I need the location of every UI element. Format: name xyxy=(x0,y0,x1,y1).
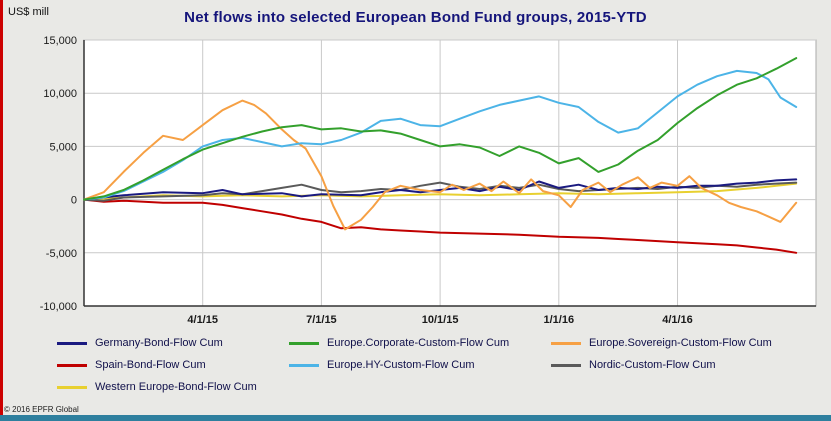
legend-swatch xyxy=(57,385,87,389)
legend-item: Nordic-Custom-Flow Cum xyxy=(551,359,772,371)
legend-swatch xyxy=(57,363,87,367)
legend-label: Germany-Bond-Flow Cum xyxy=(95,337,223,349)
series-line xyxy=(83,99,798,231)
y-tick-label: -10,000 xyxy=(40,301,77,313)
legend-swatch xyxy=(289,341,319,345)
y-tick-label: 0 xyxy=(71,195,77,207)
legend-item: Europe.Sovereign-Custom-Flow Cum xyxy=(551,337,772,349)
legend-swatch xyxy=(551,363,581,367)
legend-label: Nordic-Custom-Flow Cum xyxy=(589,359,716,371)
legend-label: Europe.Sovereign-Custom-Flow Cum xyxy=(589,337,772,349)
legend-swatch xyxy=(551,341,581,345)
y-tick-label: 5,000 xyxy=(49,141,77,153)
x-tick-label: 4/1/15 xyxy=(187,314,218,326)
legend-item: Europe.HY-Custom-Flow Cum xyxy=(289,359,551,371)
legend-label: Europe.Corporate-Custom-Flow Cum xyxy=(327,337,510,349)
plot-area xyxy=(83,39,817,307)
bottom-border-stripe xyxy=(0,415,831,421)
chart-canvas: -10,000 -5,000 0 5,000 10,000 15,000 4/1/15 7/1… xyxy=(40,35,817,326)
legend-item: Spain-Bond-Flow Cum xyxy=(57,359,289,371)
legend-label: Europe.HY-Custom-Flow Cum xyxy=(327,359,475,371)
x-tick-label: 1/1/16 xyxy=(544,314,575,326)
left-border-stripe xyxy=(0,0,3,421)
chart-title: Net flows into selected European Bond Fu… xyxy=(184,9,647,26)
legend-label: Spain-Bond-Flow Cum xyxy=(95,359,206,371)
y-tick-label: -5,000 xyxy=(46,248,77,260)
legend-swatch xyxy=(289,363,319,367)
y-tick-label: 15,000 xyxy=(43,35,77,47)
x-tick-label: 7/1/15 xyxy=(306,314,337,326)
series-line xyxy=(83,69,798,201)
legend-item: Germany-Bond-Flow Cum xyxy=(57,337,289,349)
legend: Germany-Bond-Flow Cum Europe.Corporate-Cu… xyxy=(57,337,772,393)
y-axis-unit-label: US$ mill xyxy=(8,6,49,18)
series-line xyxy=(83,198,798,254)
copyright-text: © 2016 EPFR Global xyxy=(4,405,79,414)
legend-item: Western Europe-Bond-Flow Cum xyxy=(57,381,289,393)
legend-item: Europe.Corporate-Custom-Flow Cum xyxy=(289,337,551,349)
x-tick-label: 10/1/15 xyxy=(422,314,459,326)
x-tick-label: 4/1/16 xyxy=(662,314,693,326)
legend-swatch xyxy=(57,341,87,345)
legend-label: Western Europe-Bond-Flow Cum xyxy=(95,381,257,393)
series-line xyxy=(83,57,798,201)
y-tick-label: 10,000 xyxy=(43,88,77,100)
